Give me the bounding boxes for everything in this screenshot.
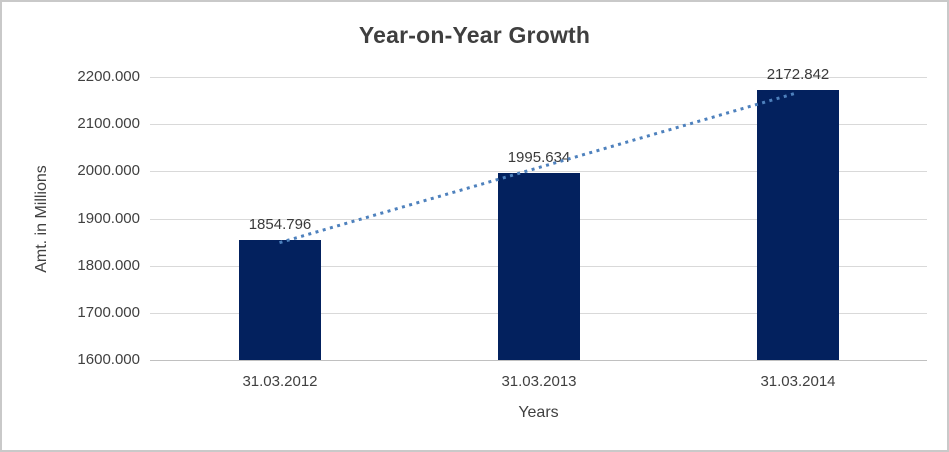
- data-label: 2172.842: [766, 66, 830, 83]
- x-tick-label: 31.03.2014: [760, 373, 836, 390]
- bar-31.03.2012: [239, 240, 321, 360]
- bar-31.03.2014: [757, 90, 839, 360]
- gridline: [150, 77, 927, 78]
- trendline: [279, 91, 798, 245]
- gridline: [150, 171, 927, 172]
- gridline: [150, 124, 927, 125]
- y-tick-label: 1900.000: [77, 210, 140, 227]
- y-tick-label: 1600.000: [77, 351, 140, 368]
- x-tick-label: 31.03.2013: [501, 373, 577, 390]
- y-tick-label: 2200.000: [77, 68, 140, 85]
- x-axis-line: [150, 360, 927, 361]
- y-tick-label: 1700.000: [77, 304, 140, 321]
- chart-title: Year-on-Year Growth: [358, 22, 591, 48]
- y-tick-label: 1800.000: [77, 257, 140, 274]
- x-axis-title: Years: [518, 404, 559, 421]
- y-tick-label: 2000.000: [77, 162, 140, 179]
- x-tick-label: 31.03.2012: [242, 373, 318, 390]
- trendline-layer: [279, 91, 798, 245]
- y-axis-title: Amt. in Millions: [33, 165, 50, 273]
- bar-31.03.2013: [498, 173, 580, 360]
- data-label: 1854.796: [248, 216, 312, 233]
- y-tick-label: 2100.000: [77, 115, 140, 132]
- plot-area: 2200.000 2100.000 2000.000 1900.000 1800.000…: [77, 66, 927, 390]
